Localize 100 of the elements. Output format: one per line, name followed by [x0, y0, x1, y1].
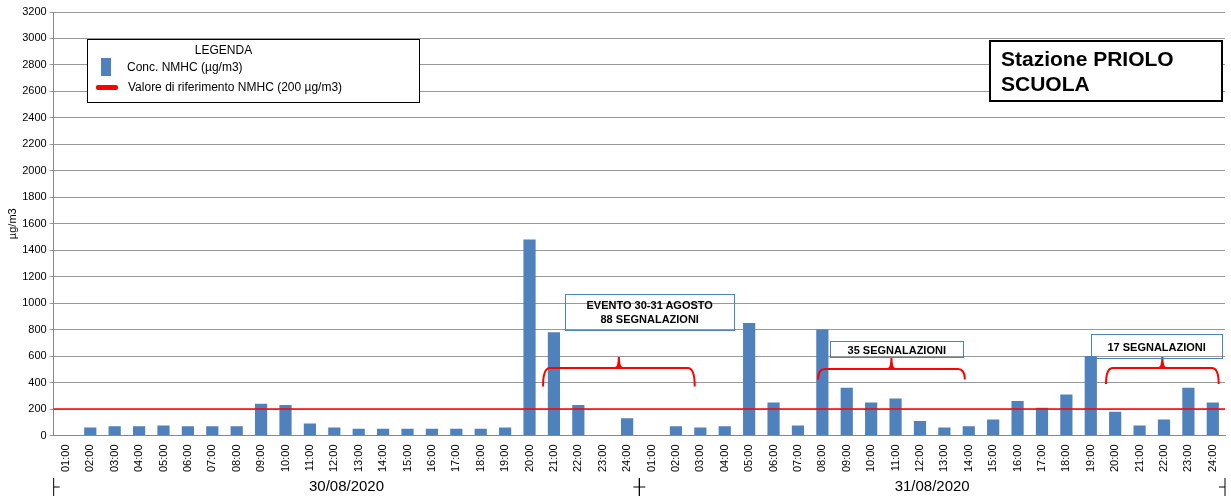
x-tick-label: 14:00	[961, 444, 974, 472]
x-tick-label: 02:00	[668, 444, 681, 472]
bar	[499, 427, 512, 435]
bar	[206, 426, 219, 435]
x-tick-label: 21:00	[1132, 444, 1145, 472]
y-tick-label: 1600	[22, 216, 47, 229]
x-tick-label: 06:00	[180, 444, 193, 472]
bar	[840, 387, 853, 435]
y-tick-label: 400	[28, 375, 47, 388]
x-tick-label: 10:00	[864, 444, 877, 472]
x-tick-label: 05:00	[156, 444, 169, 472]
x-tick-label: 01:00	[644, 444, 657, 472]
legend-label: Conc. NMHC (µg/m3)	[127, 60, 243, 74]
bar	[279, 405, 292, 435]
y-tick-label: 2200	[22, 137, 47, 150]
x-tick-label: 24:00	[1205, 444, 1218, 472]
bar	[547, 332, 561, 435]
x-tick-label: 17:00	[449, 444, 462, 472]
bar	[303, 423, 316, 435]
x-tick-label: 05:00	[742, 444, 755, 472]
x-tick-label: 19:00	[498, 444, 511, 472]
y-tick-label: 600	[28, 349, 47, 362]
bar	[1206, 402, 1219, 435]
y-tick-label: 3200	[22, 5, 47, 18]
x-tick-label: 16:00	[1010, 444, 1023, 472]
bar	[108, 426, 121, 435]
x-tick-label: 19:00	[1083, 444, 1096, 472]
bar	[962, 426, 975, 435]
x-tick-label: 13:00	[937, 444, 950, 472]
x-tick-label: 18:00	[473, 444, 486, 472]
x-tick-label: 11:00	[888, 444, 901, 472]
x-tick-label: 23:00	[595, 444, 608, 472]
bar	[523, 239, 536, 435]
x-tick-label: 06:00	[766, 444, 779, 472]
bar	[718, 426, 731, 435]
bar	[328, 427, 341, 435]
text: 31/08/2020	[894, 477, 970, 495]
x-tick-label: 20:00	[522, 444, 535, 472]
x-tick-label: 22:00	[1157, 444, 1170, 472]
x-tick-label: 10:00	[278, 444, 291, 472]
x-tick-label: 13:00	[351, 444, 364, 472]
y-tick-label: 0	[40, 428, 47, 441]
annotation: 35 SEGNALAZIONI	[829, 341, 964, 359]
bar	[450, 428, 463, 435]
bar	[1182, 387, 1195, 435]
bar	[938, 427, 951, 435]
bar	[377, 428, 390, 435]
bar	[621, 418, 634, 435]
bar	[791, 425, 805, 435]
bar	[865, 402, 878, 435]
y-axis-title: µg/m3	[5, 208, 18, 240]
y-tick-label: 2800	[22, 57, 47, 70]
x-tick-label: 02:00	[83, 444, 96, 472]
x-tick-label: 20:00	[1108, 444, 1121, 472]
bar	[694, 427, 707, 435]
x-tick-label: 12:00	[327, 444, 340, 472]
bar	[425, 428, 439, 435]
x-tick-label: 22:00	[571, 444, 584, 472]
x-tick-label: 11:00	[302, 444, 315, 472]
bar	[401, 428, 414, 435]
y-tick-label: 2000	[22, 163, 47, 176]
bar	[1011, 401, 1024, 435]
bar	[157, 425, 170, 435]
annotation: EVENTO 30-31 AGOSTO 88 SEGNALAZIONI	[564, 293, 735, 331]
bar	[132, 426, 146, 435]
x-tick-label: 15:00	[400, 444, 413, 472]
x-tick-label: 01:00	[58, 444, 71, 472]
bar	[1035, 407, 1049, 435]
x-tick-label: 24:00	[620, 444, 633, 472]
y-tick-label: 2600	[22, 84, 47, 97]
x-tick-label: 18:00	[1059, 444, 1072, 472]
text: Stazione PRIOLO SCUOLA	[989, 40, 1223, 102]
y-tick-label: 1800	[22, 190, 47, 203]
bar	[767, 402, 780, 435]
bar	[816, 329, 829, 435]
y-tick-label: 800	[28, 322, 47, 335]
bar	[84, 427, 97, 435]
x-tick-label: 08:00	[229, 444, 242, 472]
bar	[181, 426, 194, 435]
y-tick-label: 3000	[22, 31, 47, 44]
y-tick-label: 2400	[22, 110, 47, 123]
bar	[1060, 394, 1073, 435]
bar	[352, 428, 365, 435]
bar	[572, 405, 585, 435]
x-tick-label: 08:00	[815, 444, 828, 472]
y-tick-label: 1200	[22, 269, 47, 282]
bar	[254, 403, 268, 435]
y-tick-label: 1000	[22, 296, 47, 309]
bar	[743, 322, 756, 435]
x-tick-label: 07:00	[205, 444, 218, 472]
x-tick-label: 12:00	[913, 444, 925, 472]
annotation: 17 SEGNALAZIONI	[1090, 333, 1223, 360]
x-tick-label: 09:00	[839, 444, 852, 472]
x-tick-label: 04:00	[132, 444, 145, 472]
x-tick-label: 17:00	[1035, 444, 1048, 472]
x-tick-label: 03:00	[107, 444, 120, 472]
y-tick-label: 1400	[22, 243, 47, 256]
legend-label: Valore di riferimento NMHC (200 µg/m3)	[128, 80, 343, 94]
x-tick-label: 07:00	[790, 444, 803, 472]
x-tick-label: 15:00	[986, 444, 999, 472]
